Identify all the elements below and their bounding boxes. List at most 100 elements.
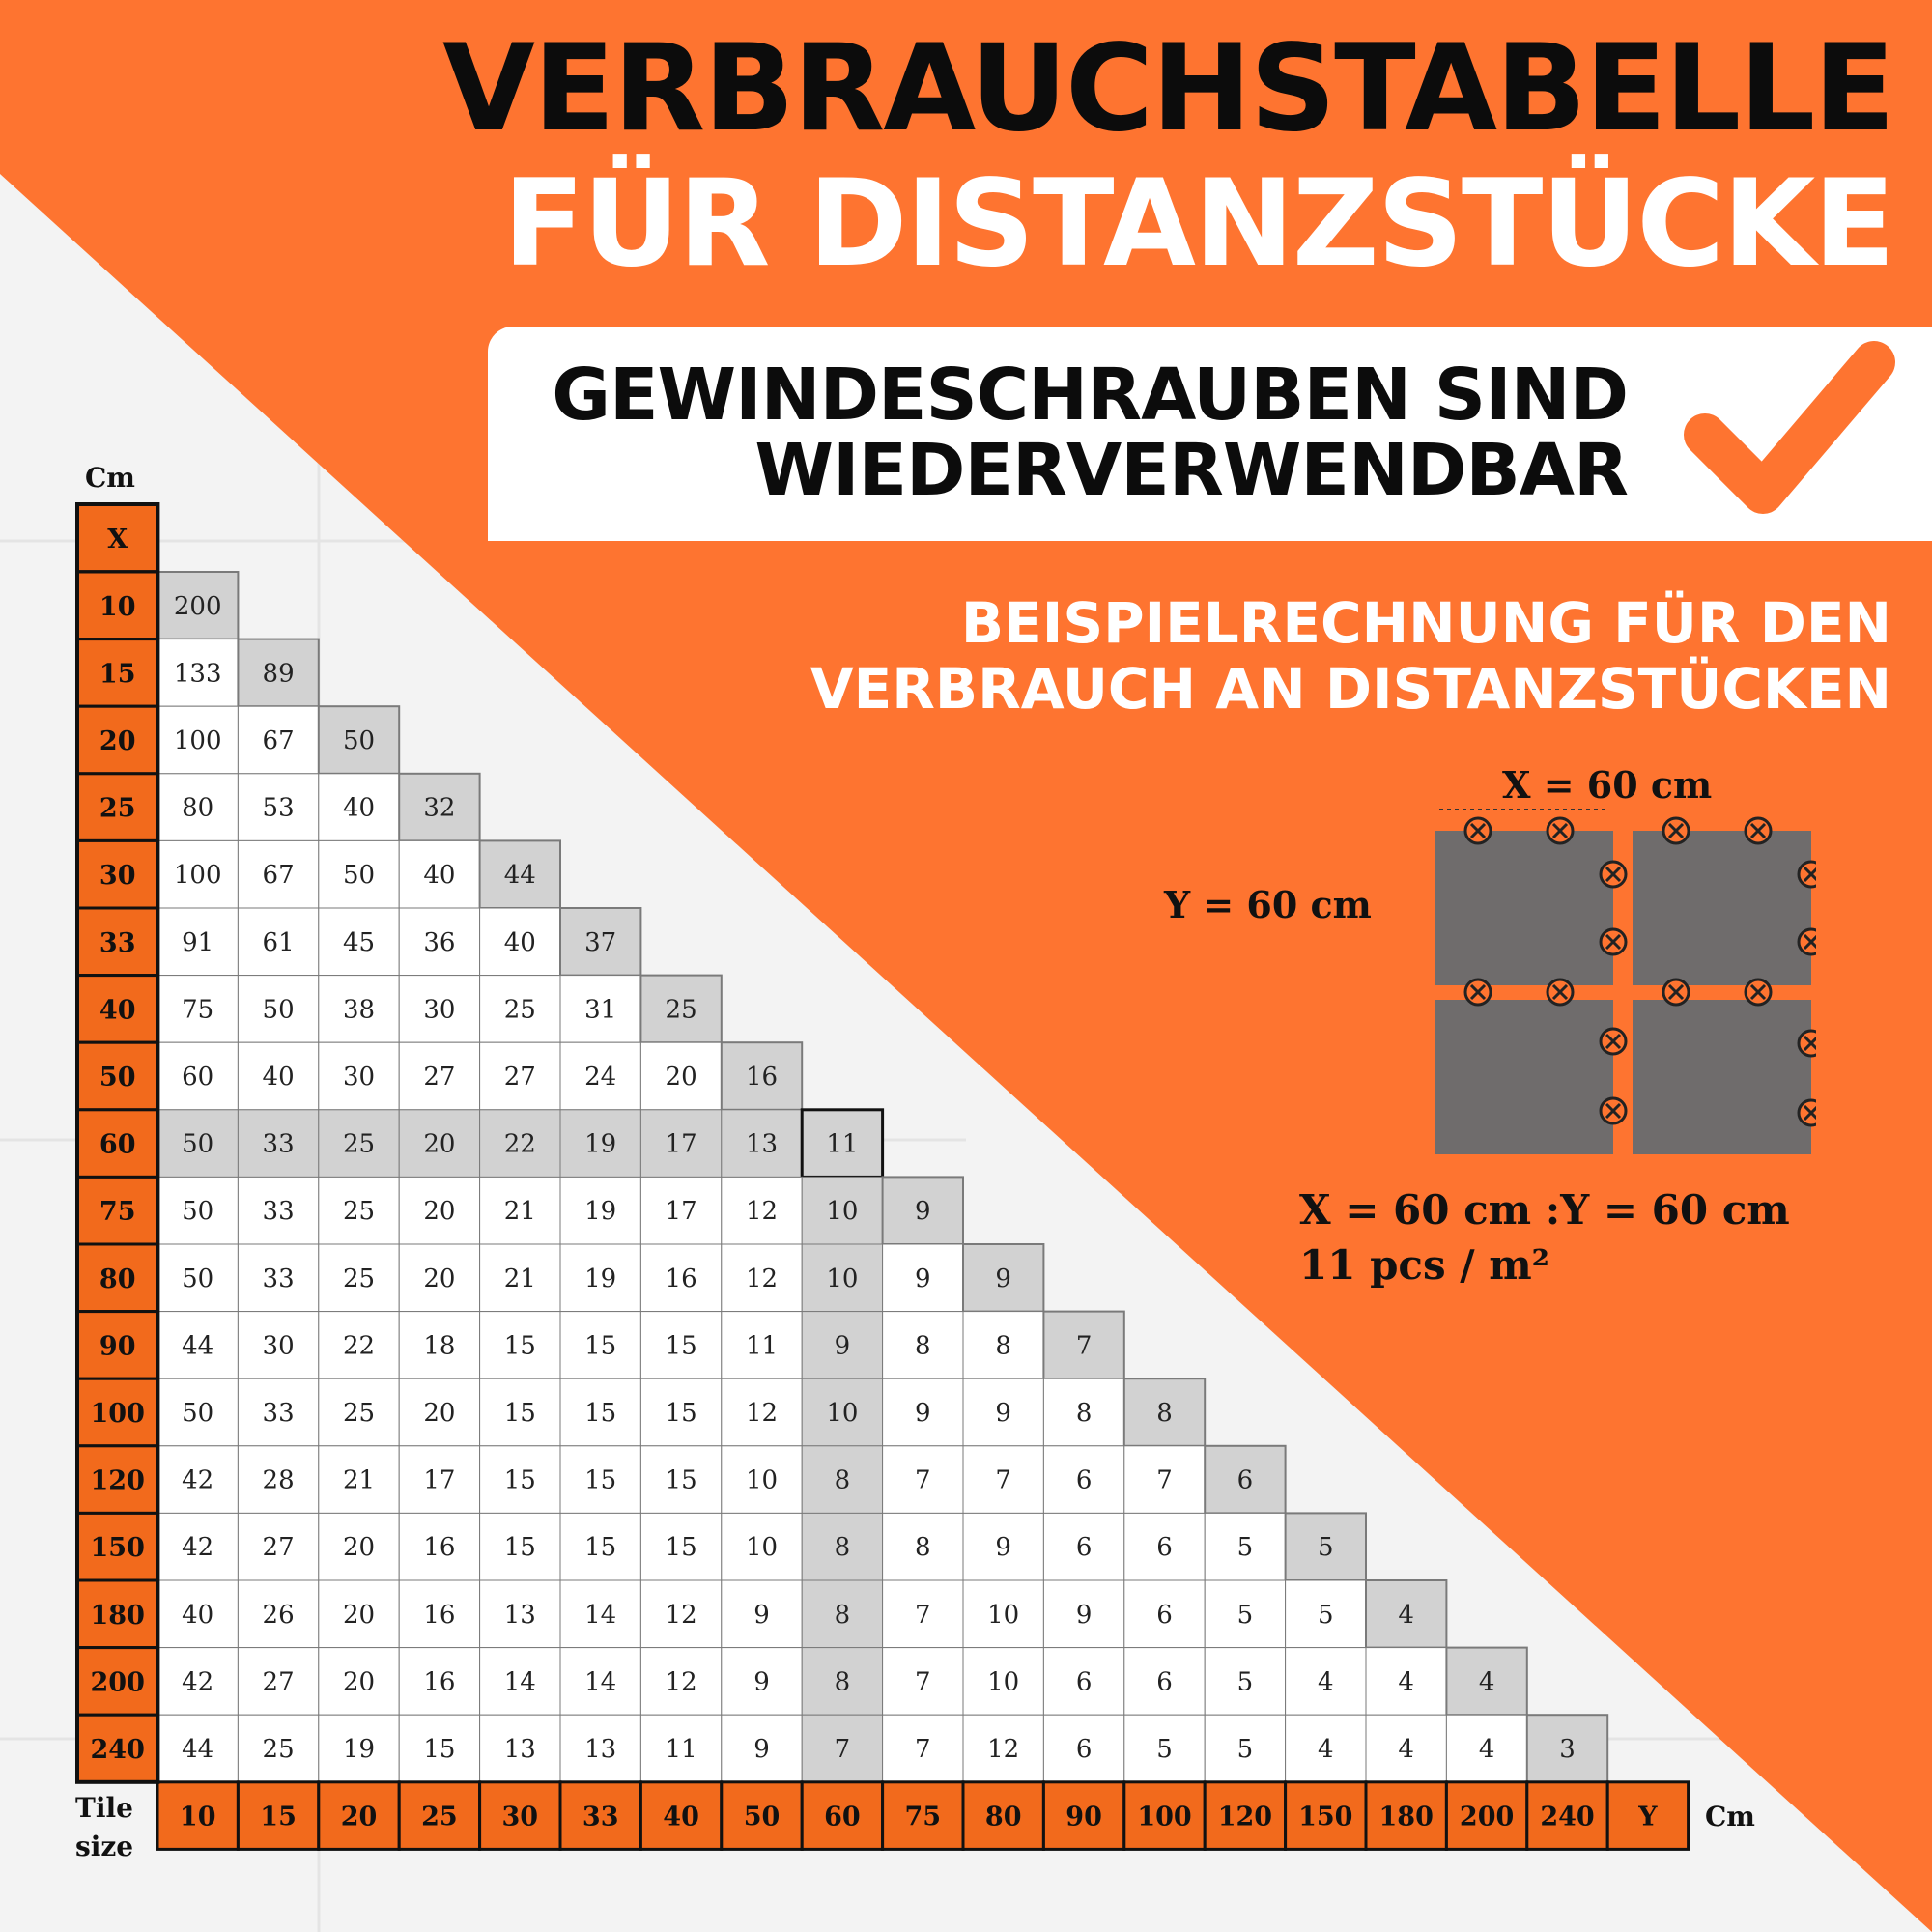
table-cell: 20 <box>318 1512 400 1581</box>
table-cell: 6 <box>1042 1647 1125 1716</box>
table-cell: 20 <box>398 1109 481 1178</box>
tile <box>1633 1000 1811 1154</box>
table-cell: 15 <box>639 1378 723 1447</box>
table-cell: 16 <box>398 1647 481 1716</box>
table-cell: 28 <box>237 1445 320 1514</box>
table-cell-value: 14 <box>584 1667 616 1696</box>
table-cell: 17 <box>639 1109 723 1178</box>
page-title-line1: VERBRAUCHSTABELLE <box>442 19 1895 158</box>
table-cell-value: 61 <box>263 928 295 957</box>
table-cell: 20 <box>398 1176 481 1245</box>
row-header-text: 20 <box>99 726 136 756</box>
banner-text-line1: GEWINDESCHRAUBEN SIND <box>552 354 1629 437</box>
table-cell-value: 6 <box>1076 1735 1093 1764</box>
table-cell-value: 9 <box>915 1197 931 1226</box>
table-cell: 22 <box>479 1109 561 1178</box>
example-heading-line2: VERBRAUCH AN DISTANZSTÜCKEN <box>810 656 1891 722</box>
diagram-y-label: Y = 60 cm <box>1164 883 1372 926</box>
table-cell-value: 15 <box>504 1399 536 1428</box>
table-cell-value: 8 <box>1076 1399 1093 1428</box>
table-cell-value: 40 <box>182 1601 213 1630</box>
row-header-cell: 100 <box>75 1377 159 1448</box>
table-cell: 10 <box>721 1512 803 1581</box>
table-cell-value: 5 <box>1237 1667 1254 1696</box>
col-header-cell: 10 <box>156 1780 240 1851</box>
table-cell-value: 8 <box>835 1667 851 1696</box>
table-cell: 7 <box>1042 1310 1125 1380</box>
table-cell: 32 <box>398 772 481 842</box>
table-cell-value: 17 <box>423 1466 455 1495</box>
table-cell-value: 45 <box>343 928 375 957</box>
table-cell: 30 <box>237 1311 320 1379</box>
row-header-cell: 60 <box>75 1108 159 1179</box>
table-cell: 4 <box>1365 1714 1447 1783</box>
example-heading-line1: BEISPIELRECHNUNG FÜR DEN <box>960 590 1891 656</box>
table-cell-value: 24 <box>584 1063 616 1092</box>
table-cell-value: 50 <box>182 1264 213 1293</box>
table-cell-value: 19 <box>584 1197 616 1226</box>
table-cell-value: 20 <box>343 1533 375 1562</box>
table-cell: 100 <box>156 839 239 909</box>
table-cell: 5 <box>1204 1647 1287 1716</box>
unit-label-right: Cm <box>1705 1801 1755 1833</box>
col-header-cell: 150 <box>1284 1780 1368 1851</box>
table-cell-value: 42 <box>182 1466 213 1495</box>
table-cell: 10 <box>801 1378 884 1447</box>
col-header-cell: 200 <box>1444 1780 1529 1851</box>
table-cell: 9 <box>881 1176 964 1246</box>
table-cell: 12 <box>721 1243 803 1313</box>
tile <box>1435 831 1613 985</box>
table-cell: 75 <box>156 975 239 1043</box>
row-header-text: 100 <box>91 1399 145 1429</box>
table-cell: 19 <box>559 1109 641 1178</box>
table-cell: 40 <box>479 907 561 977</box>
table-cell: 17 <box>398 1445 481 1514</box>
tile-layout-diagram <box>1435 809 1816 1154</box>
row-header-text: 75 <box>99 1197 136 1227</box>
table-cell-value: 13 <box>504 1601 536 1630</box>
table-cell-value: 6 <box>1156 1533 1173 1562</box>
table-cell-value: 12 <box>666 1601 697 1630</box>
col-header-text: 15 <box>260 1803 297 1833</box>
table-cell: 100 <box>156 705 239 775</box>
row-header-text: 30 <box>99 861 136 891</box>
table-cell: 45 <box>318 907 400 977</box>
col-header-cell: 15 <box>236 1780 321 1851</box>
table-cell-value: 20 <box>423 1399 455 1428</box>
row-header-cell: 25 <box>75 772 159 842</box>
table-cell-value: 27 <box>263 1533 295 1562</box>
table-cell: 27 <box>237 1647 320 1716</box>
table-cell-value: 12 <box>746 1264 778 1293</box>
table-cell-value: 133 <box>174 659 222 688</box>
table-cell-value: 15 <box>584 1533 616 1562</box>
example-result-quantity: 11 pcs / m² <box>1299 1241 1550 1289</box>
table-cell: 40 <box>156 1579 239 1649</box>
table-cell-value: 19 <box>584 1130 616 1159</box>
table-cell-value: 33 <box>263 1130 295 1159</box>
col-header-cell: 90 <box>1041 1780 1126 1851</box>
table-cell: 10 <box>962 1579 1044 1649</box>
table-cell-value: 89 <box>263 659 295 688</box>
spacer-marker-icon <box>1546 978 1575 1007</box>
table-cell: 10 <box>962 1647 1044 1716</box>
table-cell: 15 <box>639 1311 723 1379</box>
table-cell: 25 <box>318 1109 400 1178</box>
table-cell: 12 <box>721 1378 803 1447</box>
table-cell-value: 15 <box>423 1735 455 1764</box>
table-cell-value: 5 <box>1156 1735 1173 1764</box>
x-header-text: X <box>107 525 128 554</box>
table-cell-value: 33 <box>263 1264 295 1293</box>
table-cell-value: 44 <box>182 1735 213 1764</box>
table-cell-value: 3 <box>1559 1735 1576 1764</box>
table-cell: 25 <box>318 1378 400 1447</box>
table-cell-value: 8 <box>915 1331 931 1360</box>
table-cell-value: 75 <box>182 995 213 1024</box>
table-cell: 13 <box>559 1714 641 1783</box>
table-cell-value: 7 <box>1156 1466 1173 1495</box>
table-cell-value: 15 <box>584 1466 616 1495</box>
table-cell-value: 6 <box>1076 1533 1093 1562</box>
table-cell-value: 15 <box>504 1331 536 1360</box>
table-cell: 60 <box>156 1041 239 1111</box>
col-header-text: 80 <box>985 1803 1022 1833</box>
table-cell: 40 <box>398 839 481 909</box>
